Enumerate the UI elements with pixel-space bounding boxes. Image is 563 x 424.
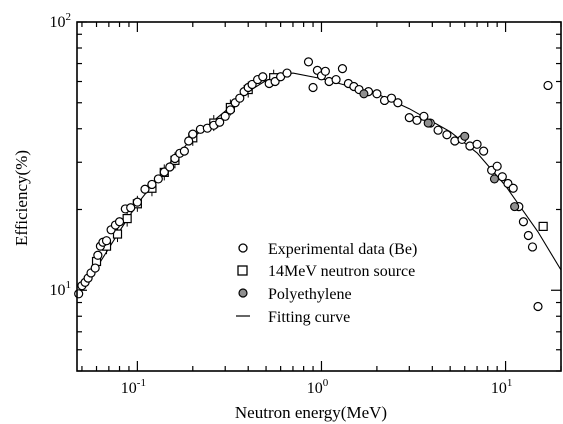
data-point-experimental xyxy=(393,98,403,108)
data-point-experimental xyxy=(472,139,482,149)
data-point-experimental xyxy=(179,146,189,156)
data-point-experimental xyxy=(518,217,529,227)
data-point-experimental xyxy=(527,242,538,252)
data-point-experimental xyxy=(188,129,198,139)
x-tick-label: 10-1 xyxy=(121,377,146,397)
x-tick-label: 101 xyxy=(491,377,513,397)
legend-marker-14mev xyxy=(237,265,248,276)
data-point-experimental xyxy=(258,72,268,82)
x-tick-labels: 10-1 100 101 xyxy=(121,377,513,397)
data-point-experimental xyxy=(101,236,112,246)
data-point-experimental xyxy=(372,89,382,99)
data-point-experimental xyxy=(215,117,225,127)
y-tick-label: 101 xyxy=(50,279,72,299)
data-point-experimental xyxy=(433,125,443,135)
data-point-experimental xyxy=(90,263,100,273)
data-point-experimental xyxy=(140,184,150,194)
data-point-polyethylene xyxy=(359,89,369,99)
data-point-experimental xyxy=(74,289,84,299)
data-point-14mev xyxy=(122,213,132,224)
data-point-experimental xyxy=(492,161,502,171)
data-point-experimental xyxy=(114,217,125,227)
data-point-experimental xyxy=(93,250,103,260)
data-point-14mev xyxy=(538,221,548,231)
plot-frame xyxy=(76,21,562,372)
data-point-polyethylene xyxy=(460,131,470,141)
data-point-experimental xyxy=(419,111,429,121)
legend-marker-experimental xyxy=(238,243,248,253)
legend-label-experimental: Experimental data (Be) xyxy=(268,241,417,258)
y-axis-label: Efficiency(%) xyxy=(12,150,31,246)
data-point-experimental xyxy=(282,68,292,78)
data-point-experimental xyxy=(132,197,142,207)
data-point-experimental xyxy=(126,203,136,213)
legend: Experimental data (Be) 14MeV neutron sou… xyxy=(236,241,417,326)
legend-label-fitting: Fitting curve xyxy=(268,309,350,326)
y-tick-labels: 101 102 xyxy=(50,11,72,299)
data-point-experimental xyxy=(320,66,330,76)
legend-label-polyethylene: Polyethylene xyxy=(268,286,352,303)
data-point-14mev xyxy=(112,229,123,239)
data-point-experimental xyxy=(225,105,235,115)
legend-marker-polyethylene xyxy=(238,288,248,298)
data-point-experimental xyxy=(412,115,422,125)
data-point-experimental xyxy=(533,301,543,312)
data-point-experimental xyxy=(508,183,518,193)
x-tick-label: 100 xyxy=(307,377,329,397)
data-point-experimental xyxy=(308,82,318,93)
data-point-experimental xyxy=(220,111,230,121)
x-axis-label: Neutron energy(MeV) xyxy=(235,403,387,422)
data-point-experimental xyxy=(497,172,507,182)
data-point-experimental xyxy=(479,146,489,156)
data-markers xyxy=(74,57,553,312)
minor-ticks xyxy=(77,22,562,372)
y-tick-label: 102 xyxy=(50,11,72,31)
data-point-experimental xyxy=(337,64,348,74)
data-point-polyethylene xyxy=(423,118,433,128)
data-point-experimental xyxy=(165,162,175,172)
legend-label-14mev: 14MeV neutron source xyxy=(268,263,415,280)
data-point-experimental xyxy=(235,93,245,103)
data-point-experimental xyxy=(442,130,452,140)
data-point-polyethylene xyxy=(489,174,499,184)
data-point-experimental xyxy=(153,174,163,184)
data-point-experimental xyxy=(303,57,314,67)
data-point-experimental xyxy=(184,136,194,146)
data-point-experimental xyxy=(543,80,553,91)
data-point-experimental xyxy=(404,113,414,123)
data-point-polyethylene xyxy=(510,202,520,212)
data-point-experimental xyxy=(331,74,341,85)
data-point-experimental xyxy=(386,93,397,103)
data-point-experimental xyxy=(147,179,157,190)
data-point-experimental xyxy=(523,230,533,241)
